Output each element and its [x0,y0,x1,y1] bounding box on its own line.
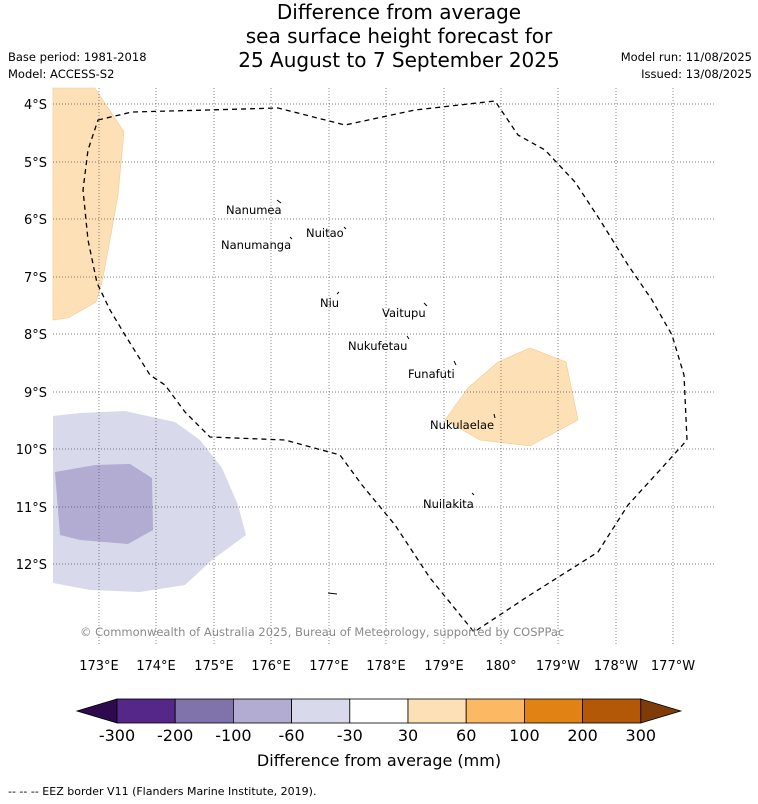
lon-tick-label: 178°W [594,659,638,674]
island-nukufetau [406,335,410,340]
colorbar-extend-low [75,698,118,724]
place-label: Nukufetau [348,339,407,353]
lat-tick-label: 5°S [24,156,47,171]
map-panel: Nanumea Nuitao Nanumanga Niu Vaitupu Nukufeta… [16,87,714,674]
copyright-notice: © Commonwealth of Australia 2025, Bureau… [80,625,564,639]
colorbar-tick-label: -300 [99,726,135,745]
lon-tick-label: 178°E [366,659,406,674]
meta-right: Model run: 11/08/2025 Issued: 13/08/2025 [621,49,752,83]
colorbar-segment [349,698,409,724]
lat-tick-label: 4°S [24,98,47,113]
lat-tick-label: 10°S [16,443,47,458]
colorbar-tick-label: 30 [398,726,418,745]
colorbar-label: Difference from average (mm) [256,751,502,770]
colorbar-tick-label: 100 [509,726,540,745]
lat-tick-label: 9°S [24,386,47,401]
place-label: Nukulaelae [430,418,494,432]
lon-tick-label: 174°E [136,659,176,674]
base-period: Base period: 1981-2018 [8,50,147,64]
map-title: Difference from average sea surface heig… [0,0,758,72]
title-line-2: sea surface height forecast for [245,24,553,48]
colorbar: -300 -200 -100 -60 -30 30 60 100 200 300 [75,698,683,745]
lat-tick-label: 8°S [24,328,47,343]
island-vaitupu [423,302,428,307]
eez-legend-note: -- -- -- EEZ border V11 (Flanders Marine… [8,785,317,798]
lon-tick-label: 177°W [651,659,695,674]
map-gridlines [53,88,714,645]
place-label: Funafuti [408,367,455,381]
positive-anomaly-west [52,87,125,321]
lat-tick-label: 11°S [16,501,47,516]
lat-tick-label: 6°S [24,213,47,228]
colorbar-tick-label: 300 [626,726,657,745]
colorbar-segment [407,698,467,724]
colorbar-segment [232,698,292,724]
title-line-1: Difference from average [276,0,522,24]
place-label: Nuilakita [423,497,474,511]
lon-tick-label: 173°E [79,659,119,674]
lat-tick-label: 7°S [24,271,47,286]
meta-left: Base period: 1981-2018 Model: ACCESS-S2 [8,49,147,83]
lat-tick-label: 12°S [16,558,47,573]
colorbar-segment [174,698,234,724]
island-nanumanga [289,236,293,240]
lon-tick-label: 175°E [194,659,234,674]
place-label: Nuitao [306,226,344,240]
place-label: Niu [320,296,339,310]
lon-tick-label: 177°E [309,659,349,674]
colorbar-segment [116,698,176,724]
positive-anomaly-east [444,347,579,447]
island-nuitao [343,226,347,230]
lon-tick-label: 179°W [536,659,580,674]
islands [276,199,496,595]
island-niu [336,291,340,295]
island-nanumea [276,199,282,204]
colorbar-segment [465,698,525,724]
place-label: Vaitupu [382,306,426,320]
place-label: Nanumanga [221,238,291,252]
colorbar-tick-label: -100 [215,726,251,745]
issued-date: Issued: 13/08/2025 [641,67,752,81]
model-name: Model: ACCESS-S2 [8,67,115,81]
lon-tick-label: 176°E [251,659,291,674]
colorbar-segment [291,698,351,724]
eez-border [82,100,688,633]
negative-anomaly-inner [55,464,153,544]
colorbar-tick-label: -200 [157,726,193,745]
colorbar-extend-high [640,698,683,724]
place-label: Nanumea [226,203,282,217]
island-nuilakita [471,492,475,496]
lon-tick-label: 180° [485,659,516,674]
colorbar-tick-label: -30 [337,726,363,745]
colorbar-tick-label: 60 [456,726,476,745]
title-line-3: 25 August to 7 September 2025 [238,48,560,72]
colorbar-segment [582,698,642,724]
island-funafuti [453,360,457,366]
colorbar-tick-label: -60 [279,726,305,745]
island-nukulaelae [493,413,496,419]
lon-tick-label: 179°E [424,659,464,674]
island-south [327,592,338,595]
colorbar-segment [524,698,584,724]
model-run: Model run: 11/08/2025 [620,50,752,64]
colorbar-tick-label: 200 [567,726,598,745]
